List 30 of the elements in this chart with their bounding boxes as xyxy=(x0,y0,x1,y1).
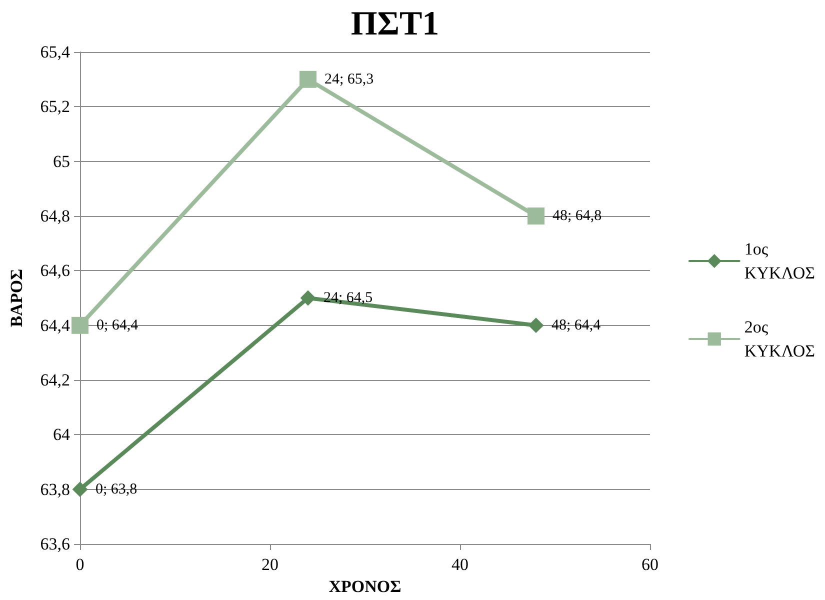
data-label: 48; 64,8 xyxy=(552,208,602,224)
point xyxy=(300,290,316,306)
point xyxy=(72,316,88,334)
y-tick-label: 64,4 xyxy=(40,316,70,335)
x-tick-label: 60 xyxy=(642,555,658,574)
y-tick-label: 64,6 xyxy=(40,261,70,280)
x-tick-label: 40 xyxy=(452,555,468,574)
y-tick-label: 65 xyxy=(53,152,70,171)
data-label: 24; 65,3 xyxy=(324,71,374,88)
chart-title: ΠΣΤ1 xyxy=(350,6,440,42)
y-tick-label: 63,6 xyxy=(40,534,70,554)
y-tick-label: 64 xyxy=(53,425,70,444)
point xyxy=(300,70,316,88)
x-axis-title: ΧΡΟΝΟΣ xyxy=(328,576,402,596)
data-label: 0; 63,8 xyxy=(96,481,138,498)
y-tick-label: 63,8 xyxy=(40,480,70,499)
x-tick-label: 0 xyxy=(76,555,84,574)
y-tick-label: 65,4 xyxy=(40,42,70,62)
data-label: 48; 64,4 xyxy=(552,317,602,334)
legend-label: 2ος ΚΥΚΛΟΣ xyxy=(744,318,816,360)
y-axis-title: ΒΑΡΟΣ xyxy=(7,268,26,328)
legend-label: 1ος ΚΥΚΛΟΣ xyxy=(744,240,816,282)
point xyxy=(528,318,544,333)
y-tick-label: 65,2 xyxy=(40,97,70,116)
data-label: 0; 64,4 xyxy=(96,317,139,334)
y-tick-label: 64,2 xyxy=(40,370,70,390)
point xyxy=(528,208,544,224)
x-tick-label: 20 xyxy=(262,555,278,574)
point xyxy=(72,482,88,497)
y-tick-label: 64,8 xyxy=(40,206,70,226)
